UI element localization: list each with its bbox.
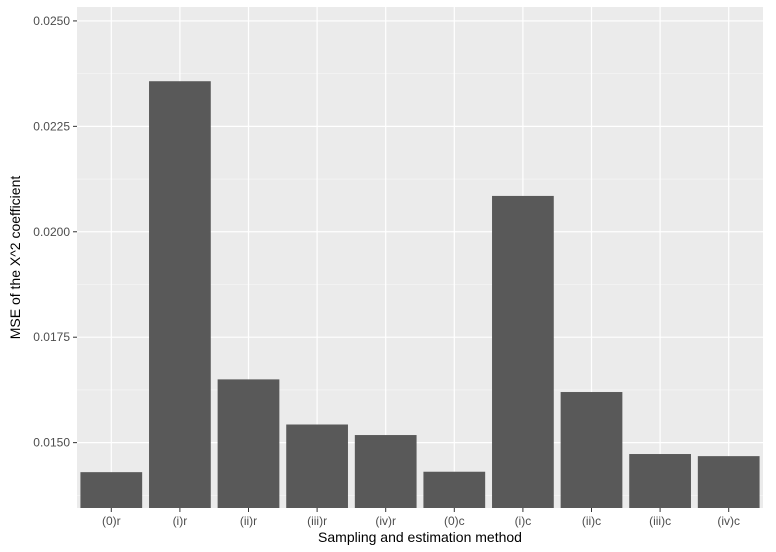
- bar-(iv)c: [697, 456, 760, 508]
- bar-(0)r: [80, 472, 143, 508]
- bar-(ii)r: [217, 379, 280, 508]
- bar-(0)c: [423, 471, 486, 508]
- y-axis: 0.0150 0.0175 0.0200 0.0225 0.0250: [33, 14, 77, 450]
- x-axis: (0)r (i)r (ii)r (iii)r (iv)r (0)c (i)c (ii)c (ii…: [102, 508, 740, 528]
- bar-(ii)c: [560, 392, 623, 508]
- x-axis-title: Sampling and estimation method: [318, 529, 522, 545]
- y-tick-label: 0.0175: [33, 330, 70, 344]
- bar-(iii)r: [286, 424, 348, 508]
- y-tick-label: 0.0150: [33, 436, 70, 450]
- bar-(i)c: [492, 195, 554, 508]
- bar-(i)r: [149, 81, 211, 508]
- x-tick-label: (i)r: [173, 514, 188, 528]
- bar-(iii)c: [629, 454, 691, 508]
- bars: [80, 81, 760, 508]
- y-tick-label: 0.0225: [33, 119, 70, 133]
- x-tick-label: (iii)r: [307, 514, 327, 528]
- x-tick-label: (ii)c: [582, 514, 601, 528]
- x-tick-label: (0)c: [444, 514, 465, 528]
- x-tick-label: (i)c: [515, 514, 532, 528]
- y-tick-label: 0.0250: [33, 14, 70, 28]
- x-tick-label: (iii)c: [649, 514, 671, 528]
- x-tick-label: (ii)r: [240, 514, 257, 528]
- x-tick-label: (iv)r: [375, 514, 396, 528]
- y-tick-label: 0.0200: [33, 225, 70, 239]
- y-axis-title: MSE of the X^2 coefficient: [7, 176, 23, 340]
- x-tick-label: (0)r: [102, 514, 121, 528]
- x-tick-label: (iv)c: [717, 514, 740, 528]
- bar-(iv)r: [354, 435, 417, 508]
